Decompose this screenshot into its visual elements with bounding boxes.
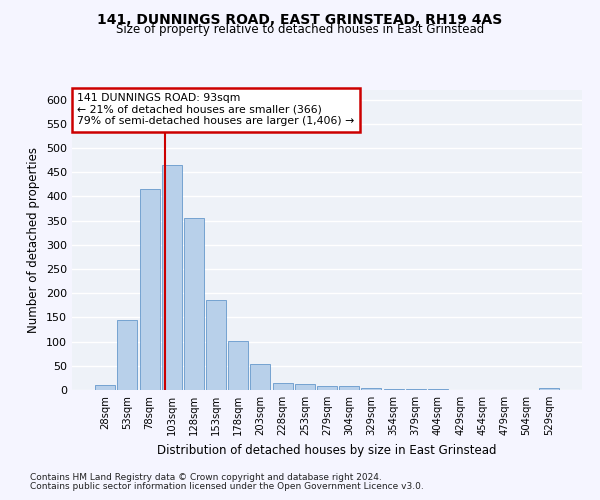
- Bar: [383, 388, 404, 390]
- Bar: [317, 386, 337, 390]
- Text: 141 DUNNINGS ROAD: 93sqm
← 21% of detached houses are smaller (366)
79% of semi-: 141 DUNNINGS ROAD: 93sqm ← 21% of detach…: [77, 93, 355, 126]
- Text: 141, DUNNINGS ROAD, EAST GRINSTEAD, RH19 4AS: 141, DUNNINGS ROAD, EAST GRINSTEAD, RH19…: [97, 12, 503, 26]
- X-axis label: Distribution of detached houses by size in East Grinstead: Distribution of detached houses by size …: [157, 444, 497, 456]
- Bar: [428, 388, 448, 390]
- Text: Contains public sector information licensed under the Open Government Licence v3: Contains public sector information licen…: [30, 482, 424, 491]
- Bar: [539, 388, 559, 390]
- Bar: [250, 364, 271, 390]
- Bar: [140, 189, 160, 390]
- Bar: [339, 386, 359, 390]
- Bar: [162, 165, 182, 390]
- Bar: [295, 384, 315, 390]
- Bar: [184, 218, 204, 390]
- Bar: [272, 382, 293, 390]
- Y-axis label: Number of detached properties: Number of detached properties: [28, 147, 40, 333]
- Bar: [206, 300, 226, 390]
- Bar: [228, 340, 248, 390]
- Text: Size of property relative to detached houses in East Grinstead: Size of property relative to detached ho…: [116, 22, 484, 36]
- Bar: [361, 388, 382, 390]
- Bar: [95, 385, 115, 390]
- Bar: [406, 389, 426, 390]
- Text: Contains HM Land Registry data © Crown copyright and database right 2024.: Contains HM Land Registry data © Crown c…: [30, 474, 382, 482]
- Bar: [118, 320, 137, 390]
